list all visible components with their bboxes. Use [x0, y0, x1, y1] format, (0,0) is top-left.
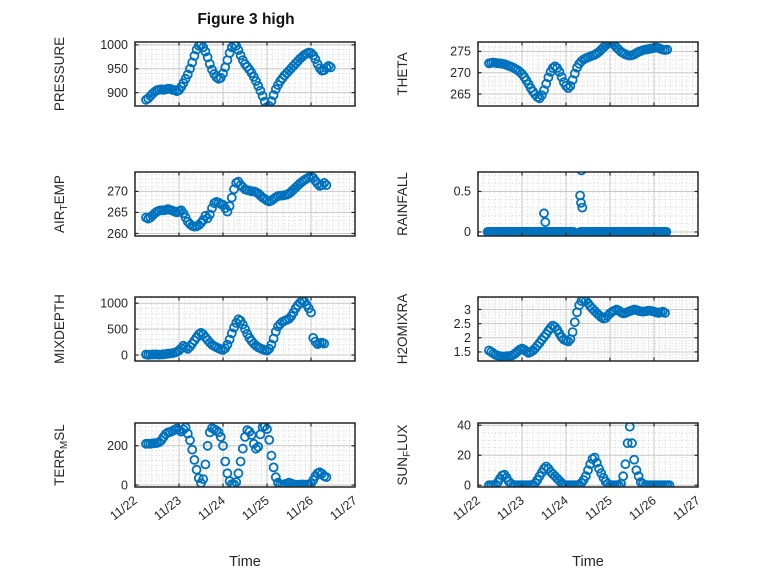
h2omixra-scatter-series — [484, 297, 670, 361]
axes-frame — [134, 422, 356, 488]
y-tick-label: 0 — [121, 348, 128, 362]
y-tick-labels: 0 500 1000 — [100, 297, 128, 363]
x-tick-label: 11/25 — [582, 493, 615, 523]
y-tick-label: 3 — [464, 303, 471, 317]
axes-frame — [134, 41, 356, 107]
pressure-scatter-series — [141, 42, 336, 106]
y-axis-label: TERRMSL — [52, 424, 70, 486]
x-tick-label: 11/26 — [626, 493, 659, 523]
y-tick-labels: 1.522.53 — [454, 303, 471, 359]
y-tick-label: 1000 — [100, 297, 128, 311]
y-tick-label: 0 — [464, 479, 471, 493]
y-axis-label: SUNFLUX — [395, 425, 413, 486]
y-axis-label: THETA — [395, 52, 410, 95]
y-tick-label: 270 — [450, 66, 471, 80]
axis-ticks — [134, 172, 356, 236]
y-tick-labels: 265 270 275 — [450, 45, 471, 102]
y-tick-label: 1000 — [100, 38, 128, 52]
y-tick-label: 950 — [107, 62, 128, 76]
figure-title: Figure 3 high — [197, 11, 295, 28]
x-axis-title: Time — [572, 554, 604, 570]
x-tick-label: 11/27 — [670, 493, 703, 523]
axes-frame — [134, 171, 356, 237]
x-axis-tick-labels: 11/22 11/23 11/24 11/25 11/26 11/27 — [107, 493, 360, 523]
minor-grid — [135, 297, 355, 361]
y-tick-label: 0 — [464, 225, 471, 239]
minor-grid — [478, 172, 698, 236]
y-axis-label: AIRTEMP — [52, 175, 70, 233]
y-tick-labels: 260 265 270 — [107, 185, 128, 241]
y-tick-label: 270 — [107, 185, 128, 199]
y-tick-label: 20 — [457, 449, 471, 463]
x-tick-label: 11/27 — [327, 493, 360, 523]
axis-ticks — [134, 297, 356, 361]
y-tick-labels: 900 950 1000 — [100, 38, 128, 100]
y-tick-labels: 0 200 — [107, 439, 128, 492]
axis-ticks — [477, 423, 699, 487]
y-axis-label: H2OMIXRA — [395, 294, 410, 365]
axis-ticks — [477, 42, 699, 106]
y-tick-label: 265 — [450, 87, 471, 101]
x-tick-label: 11/25 — [239, 493, 272, 523]
y-tick-label: 40 — [457, 419, 471, 433]
subplot-pressure: 900 950 1000 PRESSURE — [52, 37, 356, 111]
x-tick-label: 11/22 — [107, 493, 140, 523]
x-axis-title: Time — [229, 554, 261, 570]
axes-frame — [477, 296, 699, 362]
y-tick-labels: 00.5 — [454, 185, 471, 240]
axis-ticks — [134, 423, 356, 487]
x-axis-tick-labels: 11/22 11/23 11/24 11/25 11/26 11/27 — [450, 493, 703, 523]
minor-grid — [478, 423, 698, 487]
y-tick-label: 2.5 — [454, 317, 471, 331]
minor-grid — [135, 423, 355, 487]
subplot-air_temp: 260 265 270 AIRTEMP — [52, 171, 356, 241]
y-axis-label: PRESSURE — [52, 37, 67, 111]
y-tick-label: 900 — [107, 86, 128, 100]
y-tick-label: 500 — [107, 322, 128, 336]
axes-frame — [477, 41, 699, 107]
air_temp-scatter-series — [141, 172, 332, 232]
y-tick-label: 0 — [121, 478, 128, 492]
x-tick-label: 11/24 — [195, 493, 228, 523]
mixdepth-scatter-series — [141, 297, 330, 360]
x-tick-label: 11/26 — [283, 493, 316, 523]
y-tick-label: 0.5 — [454, 185, 471, 199]
x-tick-label: 11/23 — [151, 493, 184, 523]
theta-scatter-series — [484, 42, 673, 104]
x-tick-label: 11/24 — [538, 493, 571, 523]
axis-ticks — [134, 42, 356, 106]
y-tick-label: 260 — [107, 227, 128, 241]
subplot-theta: 265 270 275 THETA — [395, 41, 699, 107]
subplot-mixdepth: 0 500 1000 MIXDEPTH — [52, 294, 356, 364]
axis-ticks — [477, 172, 699, 236]
y-tick-label: 2 — [464, 331, 471, 345]
y-axis-label: MIXDEPTH — [52, 294, 67, 364]
x-tick-label: 11/22 — [450, 493, 483, 523]
y-tick-label: 1.5 — [454, 345, 471, 359]
y-tick-label: 275 — [450, 45, 471, 59]
x-tick-label: 11/23 — [494, 493, 527, 523]
subplot-h2omixra: 1.522.53 H2OMIXRA — [395, 294, 699, 365]
y-tick-labels: 0 20 40 — [457, 419, 471, 493]
axes-frame — [477, 171, 699, 237]
axis-ticks — [477, 297, 699, 361]
y-tick-label: 265 — [107, 206, 128, 220]
y-tick-label: 200 — [107, 439, 128, 453]
y-axis-label: RAINFALL — [395, 172, 410, 236]
